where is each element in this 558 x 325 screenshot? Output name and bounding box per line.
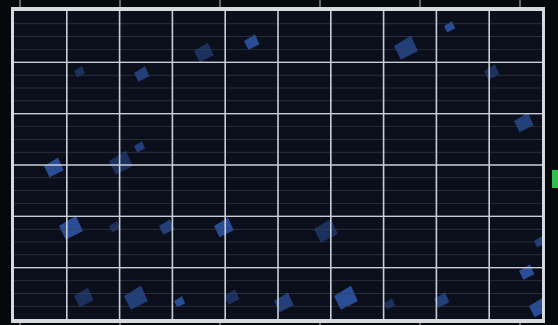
crystal-highlight (444, 21, 456, 33)
crystal-highlight (109, 221, 121, 233)
crystal-highlight (159, 219, 175, 235)
solar-cell-array (14, 11, 542, 319)
crystal-highlight (124, 285, 148, 310)
crystal-highlight (514, 112, 534, 133)
crystal-highlight (519, 264, 535, 280)
crystal-highlight (109, 150, 133, 175)
crystal-highlight (224, 289, 240, 305)
crystal-highlight (314, 218, 338, 243)
crystal-highlight (434, 292, 450, 308)
crystal-highlight (174, 296, 186, 308)
crystal-highlight (59, 215, 83, 240)
crystal-highlight (74, 287, 94, 308)
crystal-highlight (194, 42, 214, 63)
crystal-highlight (44, 157, 64, 178)
crystal-highlight (134, 66, 150, 82)
crystal-highlight (274, 292, 294, 313)
crystal-highlight (74, 66, 86, 78)
crystal-highlight (384, 298, 396, 310)
crystal-highlight (394, 35, 418, 60)
solar-panel-frame (11, 7, 545, 323)
green-edge-object (552, 170, 558, 188)
crystal-highlight (529, 298, 542, 318)
crystal-highlight (134, 141, 146, 153)
crystal-highlight (244, 34, 260, 50)
crystal-highlight (484, 64, 500, 80)
crystal-highlight (214, 217, 234, 238)
crystal-highlight (334, 285, 358, 310)
